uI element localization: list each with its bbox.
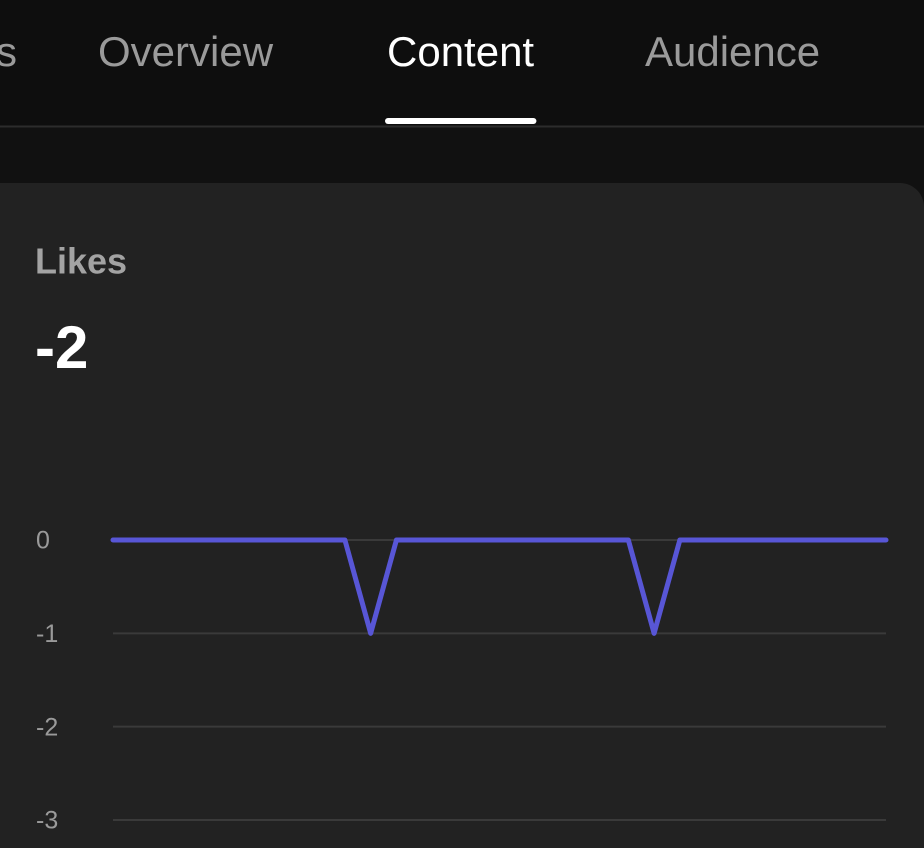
- y-tick-label: -3: [36, 807, 58, 835]
- tab-bar: [0, 0, 924, 126]
- tab[interactable]: Overview: [98, 28, 274, 75]
- card: [0, 183, 924, 848]
- tab[interactable]: Audience: [645, 28, 820, 75]
- y-tick-label: -1: [36, 620, 58, 648]
- tab[interactable]: s: [0, 28, 17, 75]
- line: [110, 537, 889, 636]
- y-tick-label: -2: [36, 713, 58, 741]
- tab-underline: [385, 118, 537, 124]
- card-total: -2: [35, 314, 88, 381]
- card-title: Likes: [35, 241, 127, 282]
- card-edge: [0, 183, 40, 848]
- tab[interactable]: Content: [387, 28, 534, 75]
- y-tick-label: 0: [36, 527, 50, 555]
